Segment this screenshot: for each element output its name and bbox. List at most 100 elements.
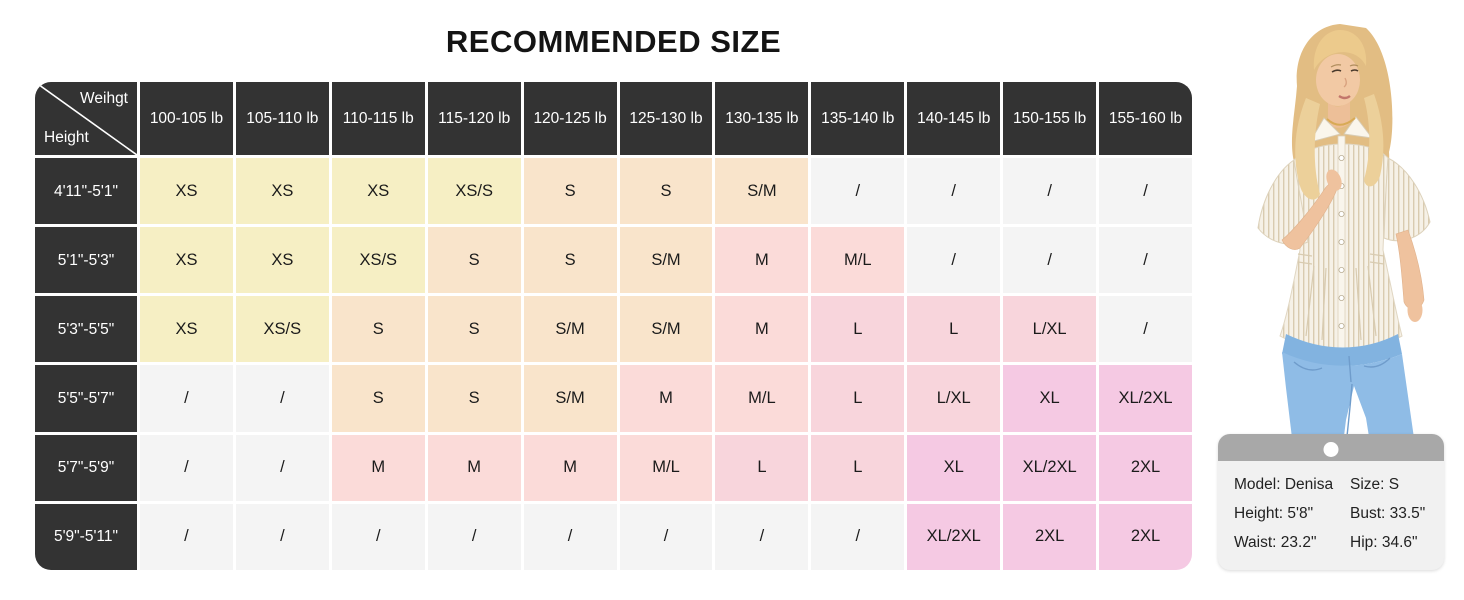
size-cell-empty: / — [331, 503, 425, 570]
corner-weight-label: Weihgt — [80, 90, 128, 107]
size-cell: XS/S — [235, 296, 329, 363]
height-row-header: 5'1"-5'3" — [35, 227, 137, 294]
height-row-header: 4'11"-5'1" — [35, 158, 137, 225]
size-cell: M/L — [715, 365, 809, 432]
size-cell-empty: / — [140, 503, 233, 570]
model-photo — [1228, 18, 1464, 468]
size-cell: S — [619, 158, 713, 225]
size-cell: M — [619, 365, 713, 432]
size-cell-empty: / — [1099, 296, 1192, 363]
size-cell: XL/2XL — [1003, 434, 1097, 501]
size-cell: XS — [140, 227, 233, 294]
size-cell: XL — [1003, 365, 1097, 432]
size-cell-empty: / — [1099, 158, 1192, 225]
size-cell: M/L — [619, 434, 713, 501]
size-cell: S/M — [619, 227, 713, 294]
size-cell-empty: / — [907, 227, 1001, 294]
height-row-header: 5'9"-5'11" — [35, 503, 137, 570]
model-bust-label: Bust: 33.5" — [1350, 505, 1426, 522]
size-cell: XS/S — [427, 158, 521, 225]
model-height-label: Height: 5'8" — [1234, 505, 1314, 522]
height-row-header: 5'5"-5'7" — [35, 365, 137, 432]
page-title: RECOMMENDED SIZE — [445, 24, 782, 59]
size-cell: L — [811, 365, 905, 432]
size-cell: S/M — [523, 296, 617, 363]
corner-height-label: Height — [44, 128, 89, 146]
size-cell: XL — [907, 434, 1001, 501]
size-cell-empty: / — [715, 503, 809, 570]
size-cell: XS — [140, 296, 233, 363]
weight-column-header: 110-115 lb — [331, 82, 425, 155]
tag-info: Model: Denisa Size: S Height: 5'8" Bust:… — [1218, 461, 1444, 552]
weight-column-header: 120-125 lb — [523, 82, 617, 155]
weight-column-header: 135-140 lb — [811, 82, 905, 155]
size-cell: 2XL — [1099, 434, 1192, 501]
size-cell: S — [427, 296, 521, 363]
size-cell: M — [715, 296, 809, 363]
size-cell: XL/2XL — [1099, 365, 1192, 432]
size-cell: L/XL — [907, 365, 1001, 432]
weight-column-header: 155-160 lb — [1099, 82, 1192, 155]
size-cell: S/M — [715, 158, 809, 225]
size-cell-empty: / — [235, 434, 329, 501]
size-cell: XS — [235, 227, 329, 294]
tag-row: Waist: 23.2" Hip: 34.6" — [1234, 534, 1444, 552]
model-illustration — [1257, 24, 1431, 468]
size-cell: L — [811, 434, 905, 501]
size-cell: S — [331, 296, 425, 363]
tag-hole-icon — [1323, 442, 1339, 457]
size-cell: XS — [235, 158, 329, 225]
size-cell: L — [907, 296, 1001, 363]
size-cell: M — [427, 434, 521, 501]
size-cell: S/M — [619, 296, 713, 363]
model-name-label: Model: Denisa — [1234, 476, 1334, 493]
size-cell-empty: / — [235, 365, 329, 432]
size-cell: L — [811, 296, 905, 363]
height-row-header: 5'7"-5'9" — [35, 434, 137, 501]
weight-column-header: 105-110 lb — [235, 82, 329, 155]
height-weight-corner-cell: Weihgt Height — [35, 82, 137, 155]
size-cell: S/M — [523, 365, 617, 432]
size-cell-empty: / — [1003, 158, 1097, 225]
size-cell: L — [715, 434, 809, 501]
size-cell: XL/2XL — [907, 503, 1001, 570]
size-cell-empty: / — [140, 434, 233, 501]
size-cell: S — [427, 227, 521, 294]
size-cell-empty: / — [1003, 227, 1097, 294]
size-cell: L/XL — [1003, 296, 1097, 363]
size-cell-empty: / — [1099, 227, 1192, 294]
size-cell: M/L — [811, 227, 905, 294]
size-cell-empty: / — [427, 503, 521, 570]
size-cell: M — [523, 434, 617, 501]
size-cell-empty: / — [907, 158, 1001, 225]
size-cell-empty: / — [235, 503, 329, 570]
size-cell: XS — [331, 158, 425, 225]
weight-column-header: 125-130 lb — [619, 82, 713, 155]
size-table: Weihgt Height 100-105 lb 105-110 lb 110-11… — [35, 82, 1192, 570]
size-cell-empty: / — [523, 503, 617, 570]
tag-row: Height: 5'8" Bust: 33.5" — [1234, 505, 1444, 523]
model-hip-label: Hip: 34.6" — [1350, 534, 1418, 551]
size-cell: S — [427, 365, 521, 432]
size-cell: M — [715, 227, 809, 294]
weight-column-header: 115-120 lb — [427, 82, 521, 155]
size-cell: M — [331, 434, 425, 501]
size-cell-empty: / — [811, 158, 905, 225]
model-size-label: Size: S — [1350, 476, 1400, 493]
model-waist-label: Waist: 23.2" — [1234, 534, 1317, 551]
size-cell-empty: / — [811, 503, 905, 570]
size-cell: S — [523, 227, 617, 294]
height-row-header: 5'3"-5'5" — [35, 296, 137, 363]
size-cell: S — [523, 158, 617, 225]
tag-row: Model: Denisa Size: S — [1234, 476, 1444, 494]
diagonal-divider-icon — [35, 82, 137, 155]
weight-column-header: 140-145 lb — [907, 82, 1001, 155]
size-cell: XS — [140, 158, 233, 225]
weight-column-header: 100-105 lb — [140, 82, 233, 155]
weight-column-header: 130-135 lb — [715, 82, 809, 155]
tag-band — [1218, 434, 1444, 461]
weight-column-header: 150-155 lb — [1003, 82, 1097, 155]
size-cell: S — [331, 365, 425, 432]
size-tag-card: Model: Denisa Size: S Height: 5'8" Bust:… — [1218, 434, 1444, 570]
size-cell: 2XL — [1003, 503, 1097, 570]
